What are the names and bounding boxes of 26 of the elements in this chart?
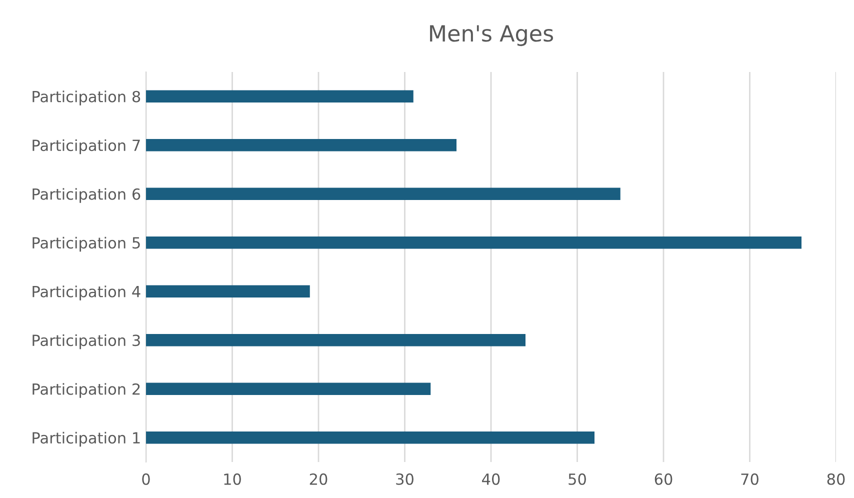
x-tick-label: 10 <box>224 473 241 485</box>
y-tick-label: Participation 2 <box>32 383 140 398</box>
y-tick-label: Participation 8 <box>32 90 140 106</box>
bar <box>146 432 594 444</box>
chart-title: Men's Ages <box>430 25 554 46</box>
y-tick-label: Participation 4 <box>32 286 140 300</box>
bar <box>146 334 526 346</box>
x-tick-label: 30 <box>396 473 414 485</box>
y-tick-label: Participation 7 <box>32 139 140 154</box>
y-tick-label: Participation 3 <box>32 334 140 350</box>
bar <box>146 90 414 102</box>
x-tick-label: 0 <box>142 473 150 485</box>
bar <box>146 236 802 249</box>
x-tick-label: 20 <box>310 473 328 485</box>
x-tick-label: 40 <box>482 473 500 485</box>
x-tick-label: 70 <box>741 473 758 485</box>
x-tick-label: 80 <box>827 473 845 485</box>
bar <box>146 285 310 298</box>
bar <box>146 382 431 395</box>
x-tick-label: 60 <box>654 473 672 485</box>
bar <box>146 139 456 152</box>
x-tick-label: 50 <box>568 473 586 485</box>
y-tick-label: Participation 6 <box>32 188 140 203</box>
y-tick-label: Participation 5 <box>32 236 140 252</box>
y-tick-label: Participation 1 <box>32 432 140 447</box>
bar <box>146 188 620 200</box>
